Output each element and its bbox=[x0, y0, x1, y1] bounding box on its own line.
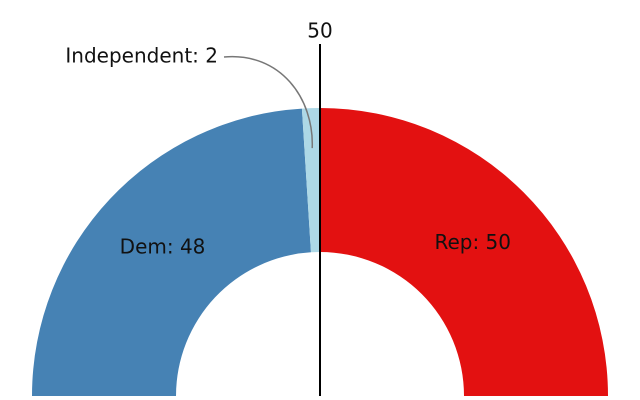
segment-label: Independent: 2 bbox=[65, 44, 218, 68]
reference-label: 50 bbox=[307, 19, 332, 43]
leader-line bbox=[223, 55, 313, 149]
segment bbox=[32, 108, 311, 397]
segment-label: Dem: 48 bbox=[120, 235, 206, 259]
segment bbox=[320, 108, 608, 396]
segment bbox=[301, 108, 320, 253]
segment-label: Rep: 50 bbox=[434, 230, 511, 254]
